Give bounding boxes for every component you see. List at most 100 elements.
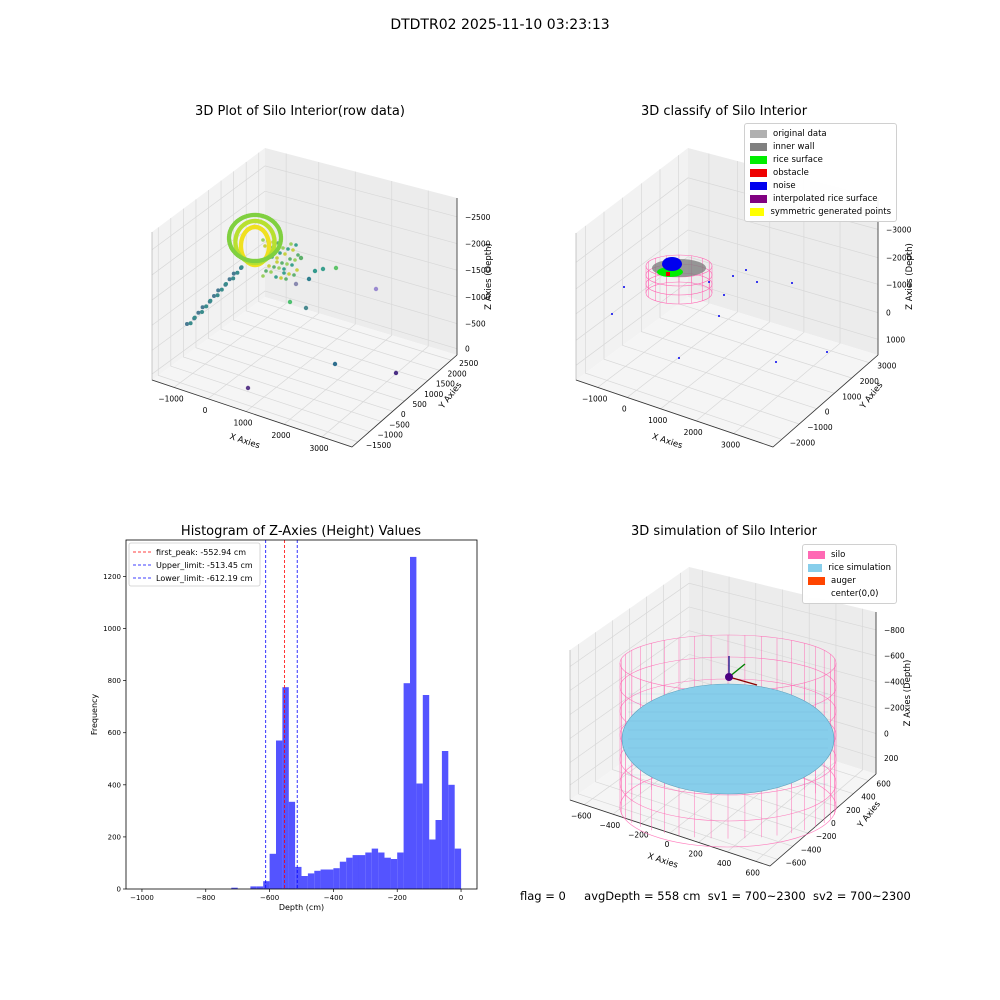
p1-x-grid (321, 190, 429, 438)
p2-z-grid (575, 256, 879, 341)
p1-data-point (274, 275, 278, 279)
p1-z-grid (151, 165, 458, 251)
p2-x-grid (733, 188, 841, 434)
p1-data-point (278, 251, 282, 255)
p1-data-point (239, 265, 244, 270)
p1-data-point (216, 288, 221, 293)
p2-legend-label: obstacle (773, 167, 809, 178)
p4-legend-swatch (808, 550, 825, 559)
p2-x-tick-label: 2000 (684, 428, 703, 437)
p2-legend-swatch (750, 155, 767, 164)
p4-z-grid (569, 606, 877, 691)
p1-data-point (294, 243, 298, 247)
p1-data-point (306, 276, 312, 282)
p1-data-point (196, 310, 201, 315)
p4-legend-item: auger (808, 574, 891, 587)
histogram-bar (276, 740, 283, 889)
p2-z-tick-label: 1000 (886, 335, 905, 344)
p1-y-tick-label: 500 (413, 400, 428, 409)
p1-x-grid (173, 153, 287, 388)
histogram-bar (365, 852, 372, 889)
p1-data-point (280, 261, 284, 265)
histogram-x-tick-label: −1000 (130, 894, 154, 902)
histogram-bar (263, 881, 270, 889)
p2-noise-point (732, 275, 734, 277)
p1-data-point (287, 272, 291, 276)
histogram-legend-label: first_peak: -552.94 cm (156, 548, 246, 557)
p1-data-point (278, 234, 284, 239)
p2-legend-item: symmetric generated points (750, 205, 891, 218)
panel1-title: 3D Plot of Silo Interior(row data) (195, 104, 405, 119)
p4-legend-swatch (808, 563, 823, 572)
p4-z-tick-label: −200 (884, 704, 905, 713)
p4-z-tick-label: −600 (884, 652, 905, 661)
p2-legend-item: inner wall (750, 140, 891, 153)
avg-depth-text: avgDepth = 558 cm (584, 889, 701, 903)
p1-y-tick-label: 2500 (459, 359, 478, 368)
p2-y-grid (603, 211, 800, 425)
p1-y-grid (183, 208, 382, 422)
p4-x-axis-label: X Axies (646, 851, 679, 870)
p4-legend-swatch (808, 589, 825, 598)
p2-x-axis-label: X Axies (651, 432, 684, 451)
p2-y-grid (659, 169, 852, 379)
p1-data-point (200, 305, 205, 310)
p1-data-point (235, 270, 240, 275)
p4-z-grid (569, 630, 877, 715)
p2-x-tick-label: 3000 (721, 441, 740, 450)
classify-legend: original data inner wall rice surface obsta… (744, 123, 897, 222)
histogram-bar (327, 869, 334, 889)
p2-legend-item: obstacle (750, 166, 891, 179)
histogram-y-tick-label: 800 (108, 677, 121, 685)
p2-legend-item: interpolated rice surface (750, 192, 891, 205)
p4-y-tick-label: −600 (786, 858, 807, 867)
p1-x-tick-label: 2000 (271, 431, 290, 440)
histogram-x-tick-label: 0 (459, 894, 463, 902)
p4-x-tick-label: 400 (717, 859, 732, 868)
p4-y-axis-line (769, 773, 877, 867)
p2-noise-point (745, 269, 747, 271)
sv2-text: sv2 = 700~2300 (812, 889, 911, 903)
p1-x-axis-label: X Axies (228, 432, 261, 451)
p1-y-tick-label: −1000 (378, 431, 404, 440)
p2-y-tick-label: 2000 (860, 377, 879, 386)
p1-data-point (293, 281, 299, 287)
histogram-title: Histogram of Z-Axies (Height) Values (180, 524, 422, 539)
p2-noise-cluster (662, 257, 682, 271)
p2-x-grid (695, 178, 805, 422)
histogram-bar (384, 857, 391, 889)
p4-x-tick-label: 0 (665, 840, 670, 849)
p1-data-point (231, 271, 236, 276)
p1-data-point (292, 273, 296, 277)
p1-y-axis-line (351, 354, 458, 448)
p4-z-tick-label: 200 (884, 754, 899, 763)
histogram-bar (231, 887, 238, 889)
histogram-bar (269, 853, 276, 889)
histogram-bar (333, 868, 340, 889)
histogram-y-tick-label: 1000 (103, 625, 121, 633)
histogram-legend-label: Upper_limit: -513.45 cm (156, 561, 253, 570)
histogram-bar (307, 873, 315, 889)
p1-y-grid (233, 171, 428, 381)
p2-x-tick-label: −1000 (582, 394, 608, 403)
p2-legend-label: symmetric generated points (770, 206, 891, 217)
p1-data-point (285, 262, 289, 266)
p4-y-tick-label: 0 (831, 819, 836, 828)
p4-z-tick-label: −800 (884, 626, 905, 635)
histogram-bar (422, 695, 430, 889)
panel2-title: 3D classify of Silo Interior (640, 104, 808, 119)
panel4-title: 3D simulation of Silo Interior (631, 524, 817, 539)
p1-y-tick-label: 2000 (448, 369, 467, 378)
histogram-bar (390, 859, 398, 889)
histogram-y-tick-label: 400 (108, 781, 121, 789)
p4-legend-item: rice simulation (808, 561, 891, 574)
p4-z-grid (569, 653, 877, 739)
p1-data-point (279, 276, 283, 280)
p1-y-tick-label: 1000 (424, 390, 443, 399)
histogram-y-tick-label: 1200 (103, 573, 121, 581)
histogram-bar (378, 852, 385, 889)
sv1-text: sv1 = 700~2300 (707, 889, 806, 903)
p1-data-point (200, 310, 204, 314)
p4-legend-swatch (808, 576, 825, 585)
p1-data-point (208, 298, 213, 303)
